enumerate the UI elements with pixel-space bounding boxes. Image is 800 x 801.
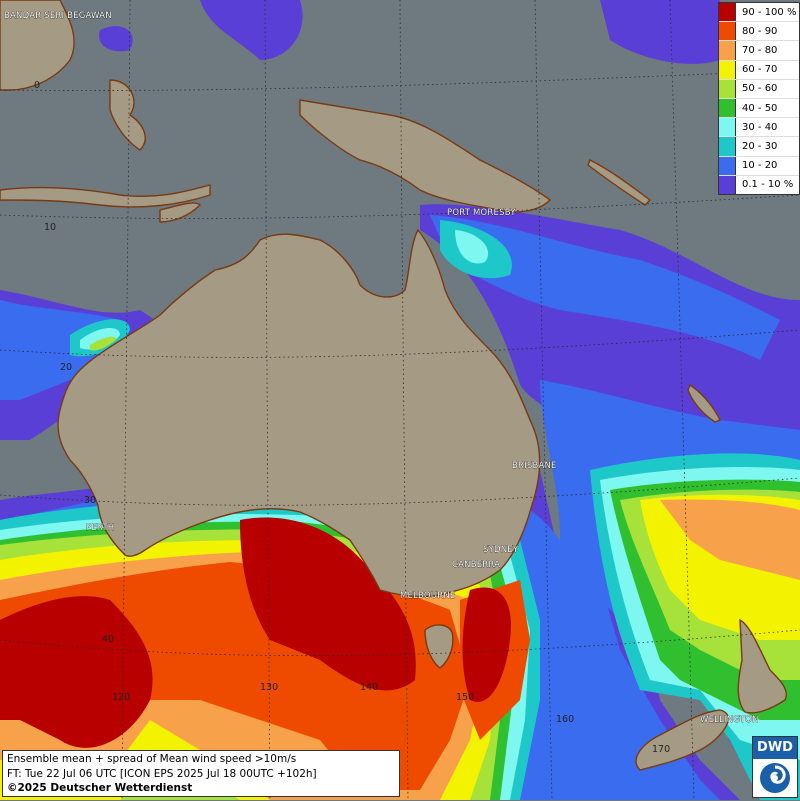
lat-label: 0: [34, 80, 40, 91]
lon-label: 170: [652, 744, 670, 755]
australia: [57, 228, 541, 598]
legend-row: 10 - 20: [719, 156, 799, 176]
legend-label: 10 - 20: [742, 160, 778, 172]
nz-north-island: [737, 618, 787, 714]
city-label-canberra: CANBERRA: [452, 560, 500, 570]
legend-swatch: [719, 175, 736, 194]
land-masses: [0, 0, 787, 771]
solomon-islands: [587, 159, 652, 206]
product-description: Ensemble mean + spread of Mean wind spee…: [7, 753, 297, 765]
legend-label: 30 - 40: [742, 121, 778, 133]
city-labels: BANDAR SERI BEGAWAN PORT MORESBY BRISBAN…: [4, 11, 759, 726]
lon-label: 150: [456, 692, 474, 703]
tasmania: [424, 624, 454, 669]
legend-row: 60 - 70: [719, 60, 799, 80]
legend-label: 60 - 70: [742, 64, 778, 76]
dwd-swirl-icon: [760, 763, 790, 793]
sulawesi: [109, 79, 146, 151]
probability-layer-90-100: [0, 517, 511, 748]
legend-swatch: [719, 137, 736, 156]
legend-row: 80 - 90: [719, 22, 799, 42]
lat-label: 40: [102, 634, 114, 645]
timor: [159, 202, 201, 223]
lat-label: 10: [44, 222, 56, 233]
legend-swatch: [719, 22, 736, 41]
legend-swatch: [719, 60, 736, 79]
legend: 90 - 100 % 80 - 90 70 - 80 60 - 70 50 - …: [718, 2, 800, 195]
lat-label: 20: [60, 362, 72, 373]
legend-row: 40 - 50: [719, 98, 799, 119]
legend-label: 0.1 - 10 %: [742, 179, 794, 191]
legend-row: 90 - 100 %: [719, 3, 799, 23]
legend-label: 40 - 50: [742, 102, 778, 114]
new-caledonia: [687, 383, 721, 423]
lon-label: 120: [112, 692, 130, 703]
legend-row: 20 - 30: [719, 137, 799, 157]
legend-swatch: [719, 41, 736, 60]
dwd-logo: DWD: [752, 736, 798, 798]
lon-label: 140: [360, 682, 378, 693]
grid-labels: 0 10 20 30 40 120 130 140 150 160 170: [34, 80, 670, 755]
info-box: Ensemble mean + spread of Mean wind spee…: [2, 750, 400, 797]
legend-label: 50 - 60: [742, 83, 778, 95]
legend-swatch: [719, 98, 736, 118]
forecast-time: FT: Tue 22 Jul 06 UTC [ICON EPS 2025 Jul…: [7, 767, 317, 780]
legend-swatch: [719, 118, 736, 137]
legend-row: 50 - 60: [719, 79, 799, 99]
nz-south-island: [635, 709, 729, 771]
city-label-wellington: WELLINGTON: [700, 715, 759, 725]
city-label-brisbane: BRISBANE: [512, 461, 557, 471]
lesser-sunda: [0, 184, 211, 208]
legend-swatch: [719, 3, 736, 22]
city-label-bandar-seri-begawan: BANDAR SERI BEGAWAN: [4, 11, 112, 21]
borneo: [0, 0, 75, 91]
legend-swatch: [719, 79, 736, 98]
legend-label: 80 - 90: [742, 25, 778, 37]
lat-label: 30: [84, 495, 96, 506]
city-label-perth: PERTH: [86, 523, 114, 533]
city-label-melbourne: MELBOURNE: [400, 591, 455, 601]
legend-label: 70 - 80: [742, 44, 778, 56]
city-label-port-moresby: PORT MORESBY: [447, 208, 516, 218]
copyright: ©2025 Deutscher Wetterdienst: [7, 782, 193, 794]
lon-label: 160: [556, 714, 574, 725]
legend-row: 30 - 40: [719, 118, 799, 138]
legend-row: 70 - 80: [719, 41, 799, 61]
dwd-logo-text: DWD: [753, 737, 797, 759]
legend-row: 0.1 - 10 %: [719, 175, 799, 194]
city-label-sydney: SYDNEY: [483, 545, 519, 555]
legend-swatch: [719, 156, 736, 175]
legend-label: 20 - 30: [742, 140, 778, 152]
lon-label: 130: [260, 682, 278, 693]
legend-label: 90 - 100 %: [742, 6, 797, 18]
